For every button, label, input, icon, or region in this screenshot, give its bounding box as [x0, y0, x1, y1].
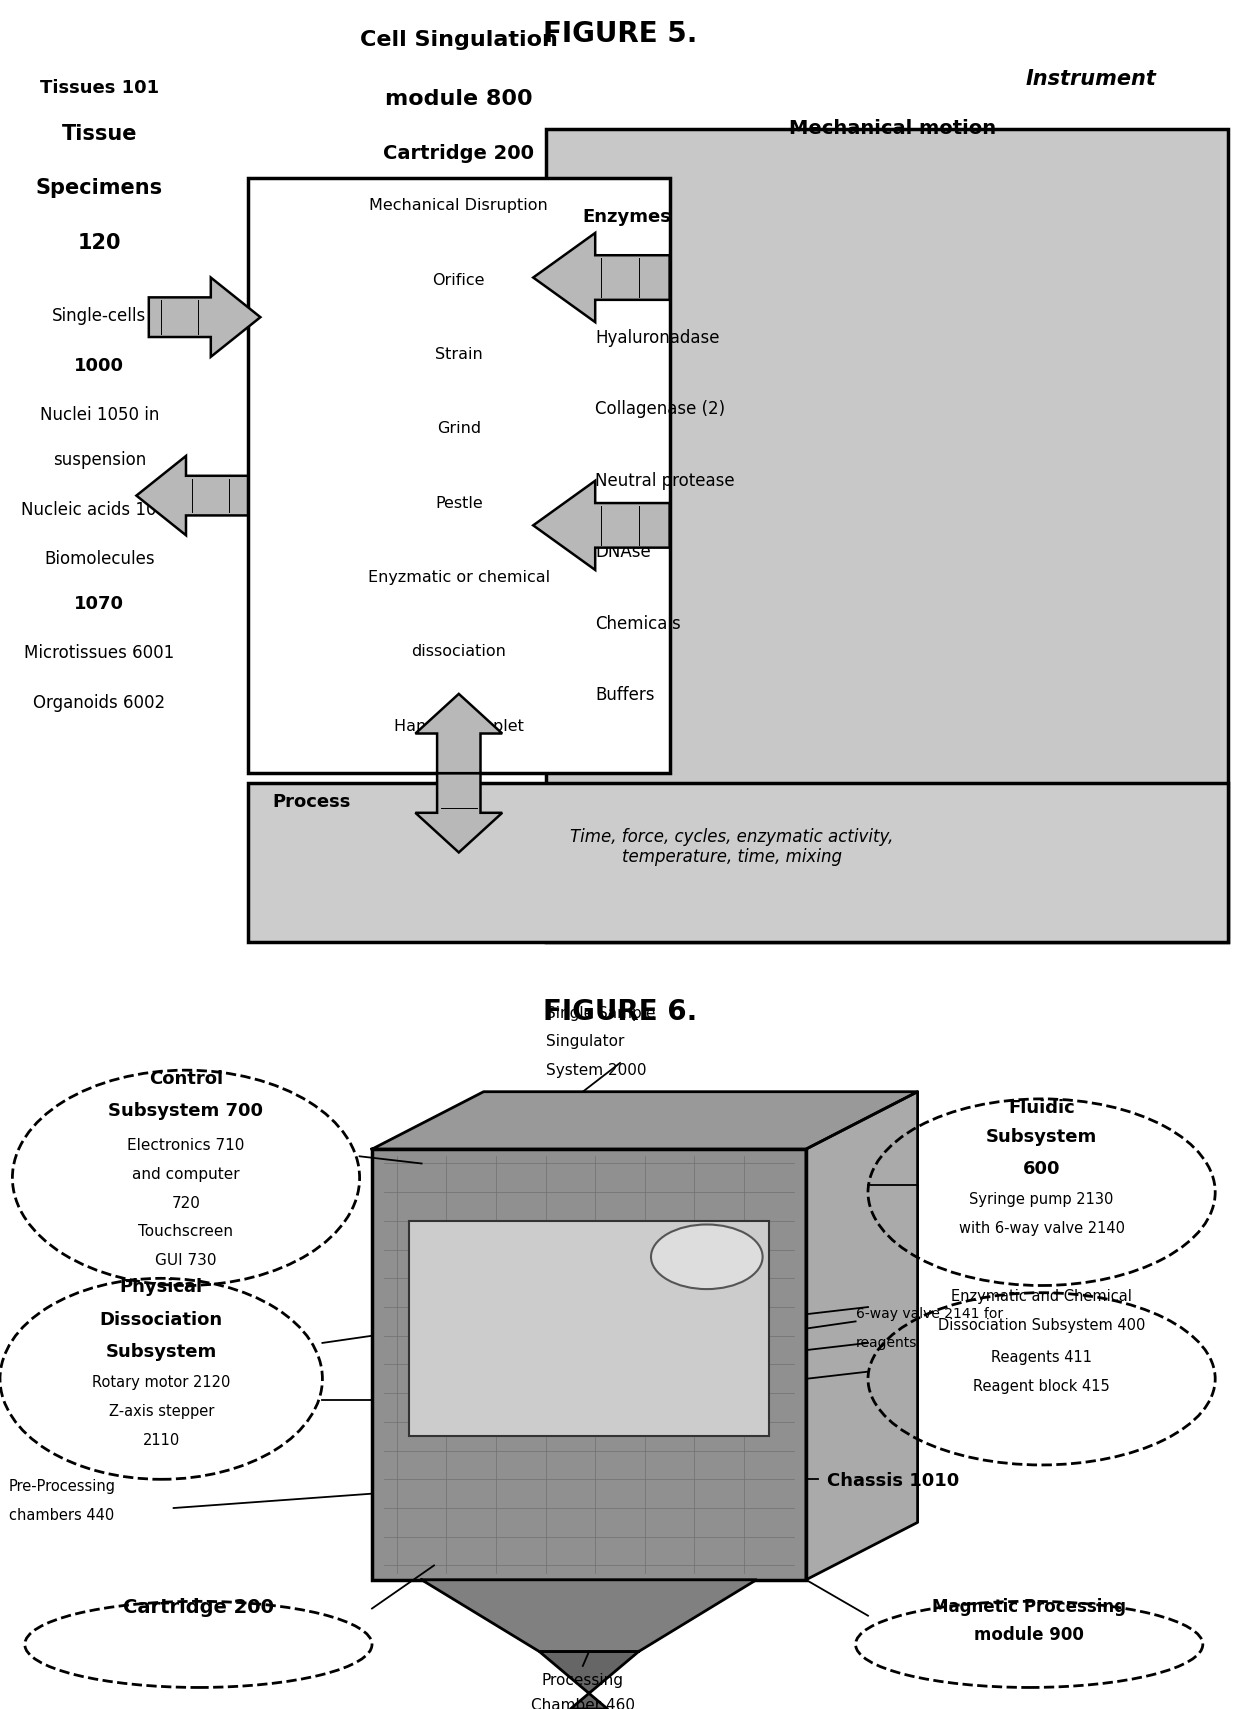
Text: Hyaluronadase: Hyaluronadase [595, 330, 719, 347]
Text: Nuclei 1050 in: Nuclei 1050 in [40, 407, 159, 424]
Polygon shape [415, 772, 502, 853]
Text: Dissociation Subsystem 400: Dissociation Subsystem 400 [937, 1318, 1146, 1333]
Text: reagents: reagents [856, 1336, 916, 1350]
Text: DNAse: DNAse [595, 543, 651, 561]
Text: Tissue: Tissue [62, 125, 136, 144]
Text: 1000: 1000 [74, 357, 124, 374]
Text: suspension: suspension [52, 451, 146, 468]
Text: Mechanical Disruption: Mechanical Disruption [370, 198, 548, 214]
Text: Reagents 411: Reagents 411 [991, 1350, 1092, 1365]
Polygon shape [533, 232, 670, 321]
Text: Reagent block 415: Reagent block 415 [973, 1379, 1110, 1395]
Text: Pestle: Pestle [435, 496, 482, 511]
Text: Buffers: Buffers [595, 685, 655, 704]
Text: Orifice: Orifice [433, 273, 485, 287]
Text: Rotary motor 2120: Rotary motor 2120 [92, 1376, 231, 1389]
Polygon shape [539, 1651, 639, 1709]
Text: Magnetic Processing: Magnetic Processing [932, 1598, 1126, 1615]
Polygon shape [372, 1092, 918, 1148]
Text: Pre-Processing: Pre-Processing [9, 1480, 115, 1494]
Text: dissociation: dissociation [412, 644, 506, 660]
Text: module 800: module 800 [384, 89, 533, 109]
Text: Collagenase (2): Collagenase (2) [595, 400, 725, 419]
Polygon shape [136, 456, 248, 535]
Polygon shape [149, 277, 260, 357]
Text: with 6-way valve 2140: with 6-way valve 2140 [959, 1220, 1125, 1236]
Text: Electronics 710: Electronics 710 [128, 1138, 244, 1154]
Text: Cartridge 200: Cartridge 200 [123, 1598, 274, 1617]
Text: GUI 730: GUI 730 [155, 1253, 217, 1268]
Text: Biomolecules: Biomolecules [43, 550, 155, 567]
Text: Control: Control [149, 1070, 223, 1089]
Text: Chassis 1010: Chassis 1010 [827, 1471, 959, 1490]
Text: 6-way valve 2141 for: 6-way valve 2141 for [856, 1307, 1003, 1321]
Text: Chemicals: Chemicals [595, 615, 681, 632]
Text: Grind: Grind [436, 422, 481, 436]
FancyBboxPatch shape [409, 1220, 769, 1436]
FancyBboxPatch shape [248, 783, 1228, 942]
Text: FIGURE 6.: FIGURE 6. [543, 998, 697, 1027]
FancyBboxPatch shape [248, 178, 670, 772]
Text: Z-axis stepper: Z-axis stepper [109, 1405, 213, 1418]
Text: Processing: Processing [542, 1673, 624, 1688]
Text: module 900: module 900 [975, 1627, 1084, 1644]
Text: Nucleic acids 1072: Nucleic acids 1072 [21, 501, 177, 518]
Text: Hanging droplet: Hanging droplet [394, 718, 523, 733]
Text: 600: 600 [1023, 1160, 1060, 1178]
Text: Single-cells: Single-cells [52, 308, 146, 325]
Text: Papain: Papain [595, 258, 651, 275]
Text: chambers 440: chambers 440 [10, 1507, 114, 1523]
Text: Enyzmatic or chemical: Enyzmatic or chemical [368, 571, 549, 584]
Polygon shape [422, 1579, 756, 1651]
Text: Cell Singulation: Cell Singulation [360, 29, 558, 50]
Text: Organoids 6002: Organoids 6002 [33, 694, 165, 713]
Text: Physical: Physical [119, 1278, 203, 1297]
Text: and computer: and computer [133, 1167, 239, 1183]
Text: Tissues 101: Tissues 101 [40, 79, 159, 97]
Text: Cartridge 200: Cartridge 200 [383, 144, 534, 162]
Polygon shape [806, 1092, 918, 1579]
Text: Specimens: Specimens [36, 178, 162, 198]
Text: System 2000: System 2000 [546, 1063, 646, 1078]
Polygon shape [415, 694, 502, 772]
Text: Subsystem 700: Subsystem 700 [109, 1102, 263, 1121]
Text: Strain: Strain [435, 347, 482, 362]
Text: Subsystem: Subsystem [986, 1128, 1097, 1145]
Text: Singulator: Singulator [546, 1034, 624, 1049]
Text: Single Sample: Single Sample [546, 1005, 655, 1020]
Text: Mechanical motion: Mechanical motion [789, 120, 997, 138]
Text: FIGURE 5.: FIGURE 5. [543, 21, 697, 48]
Text: Syringe pump 2130: Syringe pump 2130 [970, 1193, 1114, 1207]
Text: 1070: 1070 [74, 595, 124, 614]
Text: Process: Process [273, 793, 351, 812]
Text: Fluidic: Fluidic [1008, 1099, 1075, 1118]
Text: 720: 720 [171, 1196, 201, 1210]
Text: Enzymatic and Chemical: Enzymatic and Chemical [951, 1289, 1132, 1304]
Text: Neutral protease: Neutral protease [595, 472, 735, 490]
FancyBboxPatch shape [546, 128, 1228, 942]
Polygon shape [533, 480, 670, 571]
Text: Instrument: Instrument [1025, 70, 1157, 89]
Text: 120: 120 [77, 232, 122, 253]
Text: Dissociation: Dissociation [99, 1311, 223, 1328]
Circle shape [651, 1224, 763, 1289]
Text: 2110: 2110 [143, 1432, 180, 1448]
Text: Microtissues 6001: Microtissues 6001 [24, 644, 175, 663]
Text: Chamber 460: Chamber 460 [531, 1699, 635, 1709]
Text: Time, force, cycles, enzymatic activity,
temperature, time, mixing: Time, force, cycles, enzymatic activity,… [570, 827, 893, 866]
Text: Subsystem: Subsystem [105, 1343, 217, 1360]
Text: Enzymes: Enzymes [583, 208, 672, 226]
FancyBboxPatch shape [372, 1148, 806, 1579]
Text: Touchscreen: Touchscreen [139, 1224, 233, 1239]
